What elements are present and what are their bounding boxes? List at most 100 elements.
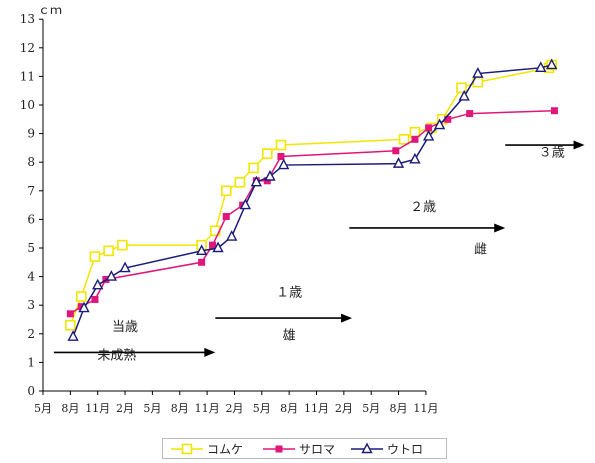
legend-label: サロマ xyxy=(299,443,335,457)
x-tick-label: 2月 xyxy=(225,402,243,415)
stage-label: ３歳 xyxy=(539,145,565,160)
x-tick-label: 11月 xyxy=(85,402,110,415)
data-point xyxy=(411,135,419,143)
series-line xyxy=(72,64,552,337)
data-point xyxy=(409,152,421,164)
data-point xyxy=(226,230,238,241)
stage-label: 当歳 xyxy=(112,320,138,335)
data-point xyxy=(91,295,99,303)
data-point xyxy=(409,126,421,138)
data-point xyxy=(466,110,474,118)
legend-marker xyxy=(361,442,373,454)
y-tick-label: 5 xyxy=(27,241,35,255)
y-tick-label: 12 xyxy=(20,41,35,55)
legend-label: ウトロ xyxy=(387,443,423,457)
x-tick-label: 8月 xyxy=(61,402,79,415)
legend-marker xyxy=(181,443,193,455)
data-point xyxy=(195,244,208,256)
data-point xyxy=(198,258,206,266)
legend-item: ウトロ xyxy=(351,443,423,457)
legend-label: コムケ xyxy=(207,443,243,457)
data-point xyxy=(105,270,118,281)
x-tick-label: 5月 xyxy=(34,402,52,415)
series-2 xyxy=(66,107,558,318)
data-point xyxy=(278,158,290,170)
data-point xyxy=(78,301,90,313)
stage-label: １歳 xyxy=(276,286,302,301)
stage-label: ２歳 xyxy=(410,200,436,215)
x-tick-label: 2月 xyxy=(116,402,134,415)
data-point xyxy=(458,89,470,101)
data-point xyxy=(261,148,273,159)
stage-arrows xyxy=(53,140,585,357)
series-lines xyxy=(65,58,558,341)
x-tick-label: 8月 xyxy=(390,402,408,415)
data-point xyxy=(456,82,467,94)
data-point xyxy=(550,107,558,115)
x-tick-label: 8月 xyxy=(280,402,298,415)
series-line xyxy=(69,109,555,315)
data-point xyxy=(220,185,232,197)
series-line xyxy=(69,64,553,326)
data-point xyxy=(67,330,79,341)
stage-arrow-head xyxy=(494,223,506,233)
series-3 xyxy=(67,58,558,341)
data-point xyxy=(103,245,114,257)
x-tick-label: 5月 xyxy=(253,402,271,415)
data-point xyxy=(75,291,87,302)
data-point xyxy=(392,157,405,168)
x-tick-label: 11月 xyxy=(413,402,438,415)
x-tick-label: 11月 xyxy=(304,402,329,415)
y-tick-label: 11 xyxy=(20,69,35,83)
data-point xyxy=(65,319,76,331)
legend-item: コムケ xyxy=(171,443,243,457)
x-tick-label: 5月 xyxy=(362,402,380,415)
legend-item: サロマ xyxy=(263,443,335,457)
y-tick-label: 9 xyxy=(27,127,35,141)
stage-arrow-head xyxy=(204,347,216,357)
x-tick-label: 2月 xyxy=(335,402,353,415)
stage-label: 未成熟 xyxy=(97,348,136,364)
y-tick-label: 7 xyxy=(27,184,35,198)
x-tick-label: 8月 xyxy=(171,402,189,415)
stage-arrow-head xyxy=(573,140,585,150)
x-tick-label: 5月 xyxy=(143,402,161,415)
data-point xyxy=(277,152,285,160)
data-point xyxy=(222,213,230,221)
legend: コムケ サロマ ウトロ xyxy=(162,438,447,459)
stage-arrow-head xyxy=(341,313,353,323)
legend-marker xyxy=(275,445,283,453)
data-point xyxy=(234,176,246,188)
x-tick-label: 11月 xyxy=(195,402,220,415)
data-point xyxy=(546,58,558,70)
y-tick-label: 10 xyxy=(20,98,35,112)
series-1 xyxy=(65,59,558,331)
y-tick-label: 4 xyxy=(27,270,35,284)
data-point xyxy=(275,139,287,151)
data-point xyxy=(472,67,484,78)
y-tick-label: 6 xyxy=(27,212,35,226)
y-tick-label: 2 xyxy=(27,327,35,341)
data-point xyxy=(264,170,276,181)
y-tick-label: 0 xyxy=(27,384,35,398)
data-point xyxy=(209,241,217,249)
data-point xyxy=(433,118,446,130)
data-point xyxy=(212,241,224,253)
data-point xyxy=(248,162,259,174)
y-tick-label: 13 xyxy=(20,12,35,26)
data-point xyxy=(89,251,101,262)
data-point xyxy=(392,147,400,155)
data-point xyxy=(119,261,131,273)
data-point xyxy=(239,198,252,210)
data-point xyxy=(535,61,547,73)
data-point xyxy=(398,134,410,145)
data-point xyxy=(117,239,128,251)
data-point xyxy=(250,175,262,187)
data-point xyxy=(92,278,104,290)
axes xyxy=(39,18,427,395)
data-point xyxy=(66,310,74,318)
y-tick-label: 3 xyxy=(27,298,35,312)
